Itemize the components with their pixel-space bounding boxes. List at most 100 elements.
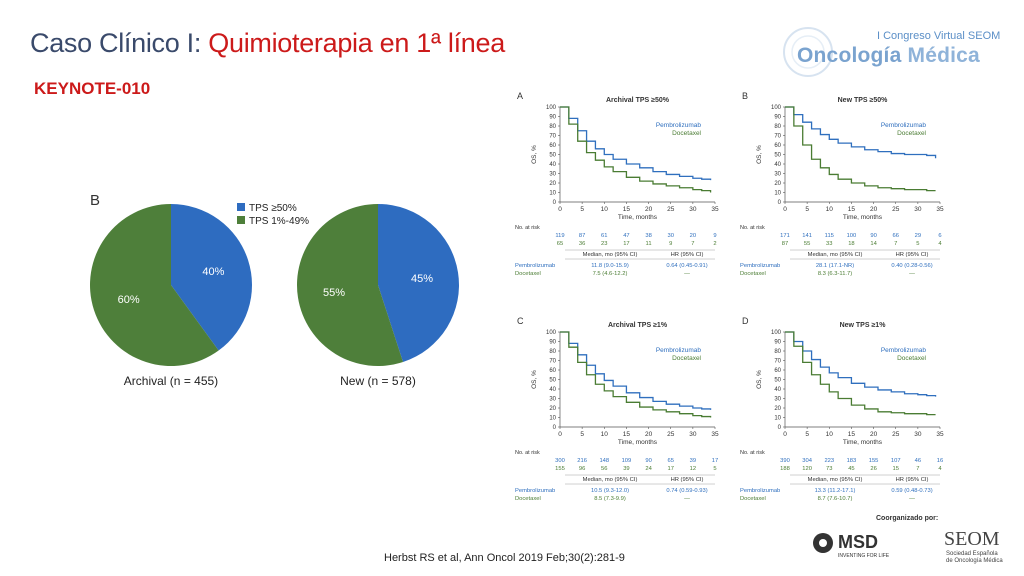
km-risk-value: 29 bbox=[915, 233, 921, 239]
km-risk-value: 216 bbox=[577, 458, 587, 464]
km-risk-value: 5 bbox=[916, 241, 919, 247]
km-table-row-label: Docetaxel bbox=[740, 496, 766, 502]
km-table-median: 8.7 (7.6-10.7) bbox=[818, 496, 853, 502]
km-risk-value: 390 bbox=[780, 458, 790, 464]
km-risk-label: No. at risk bbox=[740, 225, 765, 231]
km-y-tick-label: 80 bbox=[549, 124, 556, 130]
km-risk-value: 90 bbox=[645, 458, 651, 464]
pie-slice bbox=[297, 204, 404, 366]
km-panel-letter: D bbox=[742, 316, 749, 326]
km-legend-label: Docetaxel bbox=[672, 355, 701, 362]
km-x-tick-label: 35 bbox=[936, 431, 944, 438]
seom-logo-text: SEOM bbox=[944, 528, 1000, 550]
km-curve-docetaxel bbox=[785, 106, 936, 192]
km-y-tick-label: 100 bbox=[771, 330, 782, 336]
km-risk-value: 17 bbox=[712, 458, 718, 464]
km-risk-value: 17 bbox=[667, 466, 673, 472]
km-x-axis-label: Time, months bbox=[618, 439, 658, 446]
km-y-tick-label: 20 bbox=[549, 181, 556, 187]
km-risk-value: 6 bbox=[938, 233, 941, 239]
km-y-tick-label: 30 bbox=[549, 172, 556, 178]
pie-caption: Archival (n = 455) bbox=[124, 374, 218, 388]
km-table-row-label: Pembrolizumab bbox=[740, 263, 780, 269]
km-x-tick-label: 10 bbox=[826, 206, 834, 213]
km-table-row-label: Docetaxel bbox=[515, 271, 541, 277]
km-x-tick-label: 5 bbox=[805, 206, 809, 213]
km-table-hr: — bbox=[684, 271, 690, 277]
km-y-axis-label: OS, % bbox=[531, 370, 538, 389]
km-x-tick-label: 20 bbox=[645, 206, 653, 213]
km-risk-value: 24 bbox=[645, 466, 652, 472]
km-y-tick-label: 90 bbox=[549, 115, 556, 121]
km-risk-value: 300 bbox=[555, 458, 565, 464]
km-y-tick-label: 0 bbox=[778, 200, 782, 206]
km-risk-value: 7 bbox=[691, 241, 694, 247]
km-y-tick-label: 50 bbox=[774, 378, 781, 384]
km-curves-panel: A Archival TPS ≥50%0102030405060708090100… bbox=[515, 91, 944, 502]
km-table-hr: 0.59 (0.48-0.73) bbox=[891, 488, 932, 494]
km-y-tick-label: 30 bbox=[549, 397, 556, 403]
km-x-axis-label: Time, months bbox=[618, 214, 658, 221]
km-risk-value: 155 bbox=[555, 466, 565, 472]
km-table-median: 11.8 (9.0-15.9) bbox=[591, 263, 629, 269]
km-y-tick-label: 90 bbox=[549, 340, 556, 346]
km-x-tick-label: 15 bbox=[848, 431, 856, 438]
km-y-tick-label: 70 bbox=[774, 134, 781, 140]
km-table-header: Median, mo (95% CI) bbox=[808, 252, 863, 258]
km-table-median: 8.3 (6.3-11.7) bbox=[818, 271, 852, 277]
km-table-median: 7.5 (4.6-12.2) bbox=[593, 271, 628, 277]
km-x-tick-label: 35 bbox=[711, 206, 719, 213]
km-risk-value: 87 bbox=[579, 233, 585, 239]
km-y-tick-label: 40 bbox=[774, 387, 781, 393]
km-x-tick-label: 0 bbox=[558, 206, 562, 213]
logo-word-medica: Médica bbox=[901, 44, 980, 67]
km-legend-label: Pembrolizumab bbox=[656, 347, 702, 354]
km-y-tick-label: 60 bbox=[774, 368, 781, 374]
pie-slice bbox=[90, 204, 219, 366]
km-y-tick-label: 20 bbox=[774, 181, 781, 187]
pie-caption: New (n = 578) bbox=[340, 374, 416, 388]
km-risk-value: 73 bbox=[826, 466, 832, 472]
km-x-tick-label: 15 bbox=[623, 431, 631, 438]
km-x-tick-label: 15 bbox=[623, 206, 631, 213]
km-x-tick-label: 25 bbox=[892, 431, 900, 438]
km-table-row-label: Pembrolizumab bbox=[740, 488, 780, 494]
km-x-axis-label: Time, months bbox=[843, 214, 883, 221]
km-y-tick-label: 90 bbox=[774, 340, 781, 346]
km-table-row-label: Docetaxel bbox=[515, 496, 541, 502]
km-table-median: 13.3 (11.2-17.1) bbox=[815, 488, 856, 494]
pie-slice-label: 45% bbox=[411, 273, 433, 285]
km-x-tick-label: 5 bbox=[805, 431, 809, 438]
km-x-tick-label: 5 bbox=[580, 206, 584, 213]
pie-slice bbox=[378, 204, 460, 363]
km-risk-value: 39 bbox=[623, 466, 629, 472]
km-y-axis-label: OS, % bbox=[756, 145, 763, 164]
km-y-tick-label: 0 bbox=[778, 425, 782, 431]
km-curve-pembrolizumab bbox=[785, 106, 937, 159]
km-risk-value: 120 bbox=[802, 466, 812, 472]
km-risk-value: 39 bbox=[690, 458, 696, 464]
km-risk-value: 107 bbox=[891, 458, 901, 464]
km-risk-value: 4 bbox=[938, 466, 942, 472]
km-table-row-label: Docetaxel bbox=[740, 271, 766, 277]
page-title: Caso Clínico I: Quimioterapia en 1ª líne… bbox=[30, 28, 505, 59]
congress-logo-graphic bbox=[783, 27, 833, 77]
km-legend-label: Pembrolizumab bbox=[881, 347, 927, 354]
km-y-tick-label: 20 bbox=[774, 406, 781, 412]
msd-logo-icon bbox=[813, 533, 833, 553]
km-x-tick-label: 35 bbox=[711, 431, 719, 438]
km-table-hr: 0.64 (0.45-0.91) bbox=[666, 263, 707, 269]
km-x-tick-label: 25 bbox=[892, 206, 900, 213]
km-y-tick-label: 40 bbox=[774, 162, 781, 168]
km-y-tick-label: 30 bbox=[774, 172, 781, 178]
km-panel-letter: A bbox=[517, 91, 523, 101]
km-risk-value: 33 bbox=[826, 241, 832, 247]
km-risk-value: 100 bbox=[847, 233, 857, 239]
km-y-tick-label: 80 bbox=[774, 124, 781, 130]
msd-tagline: INVENTING FOR LIFE bbox=[838, 553, 890, 559]
km-panel-title: New TPS ≥50% bbox=[838, 97, 889, 104]
km-table-hr: — bbox=[909, 496, 915, 502]
pie-slice bbox=[171, 204, 253, 351]
pie-legend-swatch bbox=[237, 203, 245, 211]
km-x-tick-label: 20 bbox=[870, 431, 878, 438]
